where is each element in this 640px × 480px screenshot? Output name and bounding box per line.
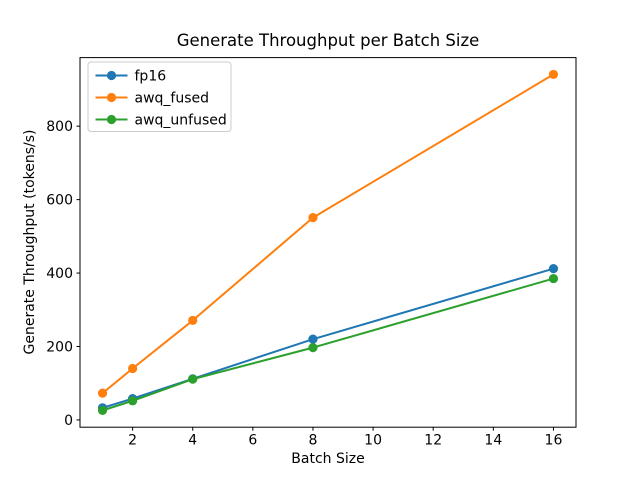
legend-label: fp16 [135, 69, 167, 85]
x-tick-label: 10 [364, 433, 382, 449]
x-tick-label: 8 [309, 433, 318, 449]
series-marker-fp16 [548, 264, 559, 274]
x-tick-label: 14 [484, 433, 502, 449]
legend-box [87, 61, 232, 132]
series-marker-awq_unfused [548, 273, 559, 284]
chart-title: Generate Throughput per Batch Size [177, 31, 480, 50]
legend-label: awq_fused [135, 91, 210, 107]
y-axis-label: Generate Throughput (tokens/s) [22, 130, 38, 355]
y-tick-label: 0 [64, 413, 73, 429]
series-marker-awq_fused [548, 69, 559, 80]
x-tick-label: 16 [545, 433, 563, 449]
series-line-awq_unfused [101, 277, 555, 412]
series-marker-awq_fused [308, 213, 318, 223]
series-marker-awq_unfused [97, 405, 108, 415]
axis-ticks: 2 4 6 8 10 12 14 16 0 200 400 600 800 [46, 119, 562, 449]
data-series [97, 69, 559, 415]
series-marker-fp16 [308, 334, 318, 344]
series-marker-awq_fused [188, 315, 198, 326]
x-tick-label: 2 [128, 433, 137, 449]
x-axis-label: Batch Size [291, 451, 364, 467]
y-tick-label: 200 [46, 339, 73, 355]
plot-border [79, 57, 577, 428]
x-tick-label: 12 [424, 433, 442, 449]
y-tick-label: 600 [46, 193, 73, 209]
x-tick-label: 4 [188, 433, 197, 449]
series-marker-awq_unfused [128, 396, 138, 406]
legend-marker [106, 114, 117, 125]
y-tick-label: 400 [46, 266, 73, 282]
series-marker-awq_fused [128, 363, 138, 374]
legend: fp16 awq_fused awq_unfused [87, 61, 232, 132]
series-marker-awq_fused [97, 388, 108, 398]
y-tick-label: 800 [46, 119, 73, 135]
series-marker-awq_unfused [308, 342, 318, 353]
series-marker-awq_unfused [188, 374, 198, 384]
x-tick-label: 6 [248, 433, 257, 449]
legend-marker [106, 70, 117, 81]
legend-label: awq_unfused [135, 113, 227, 129]
legend-marker [106, 92, 117, 103]
